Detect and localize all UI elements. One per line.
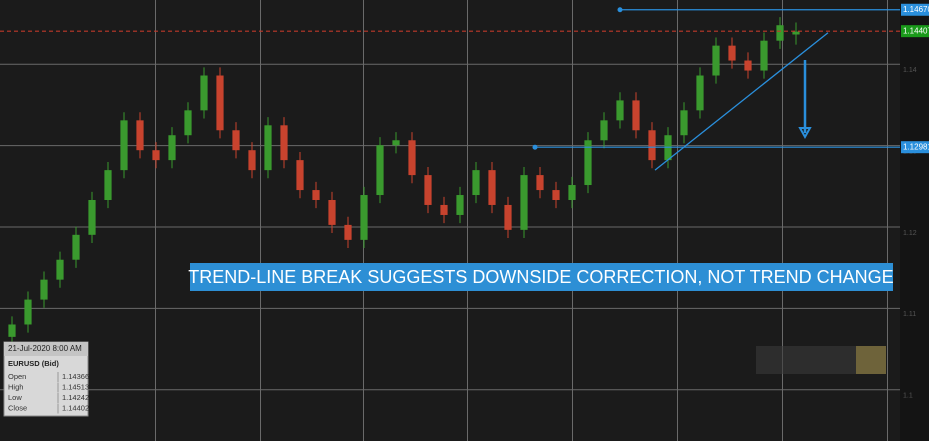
candle-body xyxy=(232,130,240,151)
candle-body xyxy=(200,75,208,111)
candle-body xyxy=(184,110,192,136)
candle-body xyxy=(680,110,688,136)
level-anchor xyxy=(532,144,538,150)
price-label-box xyxy=(901,3,929,16)
candle-body xyxy=(280,125,288,161)
plot: 1.11.111.121.131.141.146701.144071.12981 xyxy=(0,3,929,400)
candle-body xyxy=(776,25,784,41)
candle-body xyxy=(504,204,512,230)
watermark-logo xyxy=(856,346,886,374)
candle-body xyxy=(312,190,320,200)
candle-body xyxy=(360,195,368,240)
candle-body xyxy=(616,100,624,121)
arrow-head xyxy=(798,127,812,140)
candle-body xyxy=(8,324,16,337)
candle-body xyxy=(440,204,448,215)
candle-body xyxy=(328,199,336,225)
info-value: 1.14366 xyxy=(62,372,89,381)
candle-body xyxy=(248,150,256,171)
y-tick-label: 1.1 xyxy=(903,393,913,400)
candle-body xyxy=(152,150,160,161)
candle-body xyxy=(40,279,48,300)
candle-body xyxy=(424,175,432,205)
y-tick-label: 1.12 xyxy=(903,230,917,237)
candle-body xyxy=(712,45,720,76)
candle-body xyxy=(456,195,464,215)
info-field: Low xyxy=(8,393,22,402)
candle-body xyxy=(696,75,704,111)
candle-body xyxy=(648,130,656,161)
candle-body xyxy=(488,170,496,205)
candle-body xyxy=(136,120,144,151)
candle-body xyxy=(264,125,272,171)
candle-body xyxy=(296,160,304,191)
candle-body xyxy=(88,199,96,235)
info-box: 21-Jul-2020 8:00 AM EURUSD (Bid) Open 1.1… xyxy=(3,341,89,417)
level-anchor xyxy=(617,7,623,13)
candle-body xyxy=(72,234,80,260)
candle-body xyxy=(56,259,64,280)
candle-body xyxy=(632,100,640,131)
candle-body xyxy=(584,140,592,186)
info-value: 1.14513 xyxy=(62,382,89,391)
candle-body xyxy=(744,60,752,71)
candle-body xyxy=(520,175,528,230)
candle-body xyxy=(376,145,384,196)
candle-body xyxy=(104,170,112,200)
y-tick-label: 1.11 xyxy=(903,311,916,318)
candle-body xyxy=(536,175,544,191)
price-label: 1.14670 xyxy=(903,5,929,14)
candle-body xyxy=(760,40,768,71)
candle-body xyxy=(552,190,560,200)
annotation-banner xyxy=(190,263,893,291)
price-label-box xyxy=(901,141,929,154)
price-label: 1.12981 xyxy=(903,142,929,151)
trendline xyxy=(654,32,829,171)
candle-body xyxy=(216,75,224,131)
candle-body xyxy=(568,185,576,200)
info-instrument: EURUSD (Bid) xyxy=(8,359,59,368)
info-field: High xyxy=(8,382,23,391)
candle-body xyxy=(344,224,352,240)
info-field: Close xyxy=(8,403,27,412)
candle-body xyxy=(472,170,480,196)
candle-body xyxy=(408,140,416,176)
info-value: 1.14402 xyxy=(62,403,89,412)
price-axis-panel xyxy=(900,0,929,441)
price-label: 1.14407 xyxy=(903,26,929,35)
candle-body xyxy=(392,140,400,146)
y-tick-label: 1.14 xyxy=(903,67,917,74)
candle-body xyxy=(168,135,176,161)
info-value: 1.14242 xyxy=(62,393,89,402)
candle-body xyxy=(728,45,736,61)
info-date: 21-Jul-2020 8:00 AM xyxy=(8,344,82,353)
candle-body xyxy=(120,120,128,171)
price-label-box xyxy=(901,25,929,38)
annotation: TREND-LINE BREAK SUGGESTS DOWNSIDE CORRE… xyxy=(188,267,893,287)
candle-body xyxy=(24,299,32,325)
info-field: Open xyxy=(8,372,26,381)
candle-body xyxy=(792,31,800,35)
candle-body xyxy=(600,120,608,141)
